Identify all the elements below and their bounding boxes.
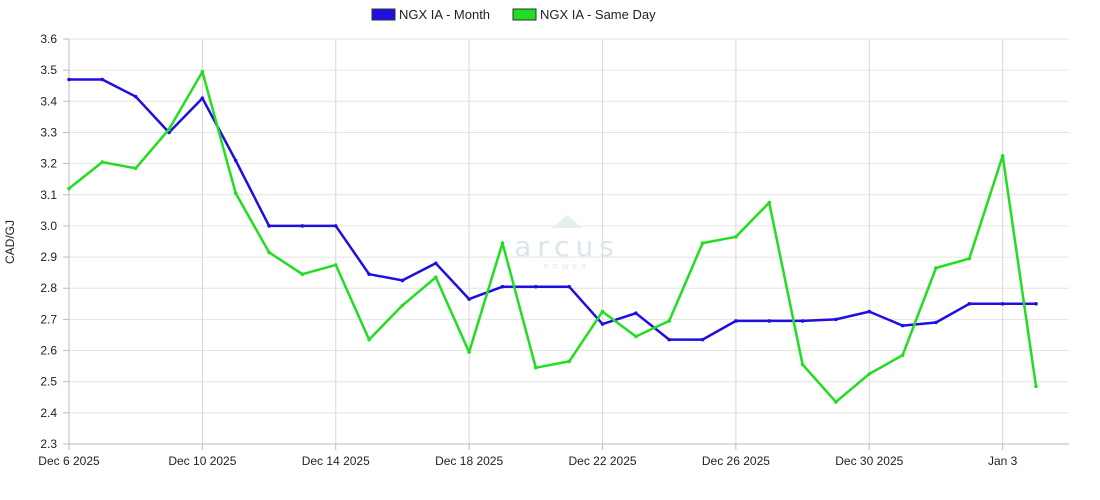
data-point-ngx-ia-month: [700, 337, 705, 342]
data-point-ngx-ia-same-day: [67, 186, 71, 191]
data-point-ngx-ia-month: [1034, 302, 1038, 306]
data-point-ngx-ia-month: [267, 224, 271, 228]
data-point-ngx-ia-same-day: [133, 166, 138, 171]
axes-layer: 2.3 2.4 2.5 2.6 2.7 2.8 2.9 3.0 3.1 3.2 3.3 3.4 3.5 3…: [38, 32, 1069, 468]
data-point-ngx-ia-month: [867, 309, 872, 314]
data-point-ngx-ia-month: [634, 311, 638, 315]
data-point-ngx-ia-month: [367, 272, 371, 277]
data-point-ngx-ia-same-day: [900, 353, 905, 358]
y-axis-title: CAD/GJ: [3, 220, 17, 264]
data-point-ngx-ia-month: [433, 261, 438, 266]
y-tick-label: 2.6: [40, 344, 57, 358]
data-point-ngx-ia-same-day: [600, 309, 605, 314]
data-point-ngx-ia-month: [767, 319, 772, 323]
watermark-sub-text: POWER: [544, 263, 590, 271]
y-tick-label: 2.7: [40, 312, 57, 326]
data-point-ngx-ia-same-day: [700, 241, 705, 245]
y-tick-label: 3.4: [40, 94, 57, 108]
legend-label: NGX IA - Month: [399, 7, 490, 22]
data-point-ngx-ia-same-day: [667, 319, 672, 323]
series-line-ngx-ia-month: [69, 78, 1036, 341]
x-tick-label: Dec 14 2025: [302, 454, 370, 468]
data-point-ngx-ia-same-day: [167, 127, 171, 132]
y-tick-label: 3.5: [40, 63, 57, 77]
data-point-ngx-ia-month: [200, 96, 205, 100]
data-point-ngx-ia-same-day: [767, 200, 772, 205]
data-point-ngx-ia-same-day: [967, 256, 972, 261]
data-point-ngx-ia-month: [834, 317, 838, 322]
x-tick-label: Jan 3: [988, 454, 1018, 468]
data-point-ngx-ia-same-day: [534, 365, 538, 370]
data-point-ngx-ia-same-day: [400, 303, 405, 308]
watermark: arcus POWER: [514, 215, 620, 271]
data-point-ngx-ia-month: [900, 323, 905, 328]
data-point-ngx-ia-same-day: [300, 272, 305, 277]
data-point-ngx-ia-month: [600, 322, 605, 326]
data-point-ngx-ia-same-day: [433, 275, 438, 280]
y-tick-label: 2.3: [40, 437, 57, 451]
watermark-mountain-icon: [552, 215, 582, 228]
legend-swatch: [512, 8, 537, 21]
data-point-ngx-ia-same-day: [634, 334, 638, 339]
data-point-ngx-ia-month: [133, 94, 138, 99]
data-point-ngx-ia-month: [967, 302, 972, 306]
watermark-logo-text: arcus: [514, 230, 620, 263]
legend-label: NGX IA - Same Day: [540, 7, 656, 22]
data-point-ngx-ia-month: [467, 297, 471, 301]
y-tick-label: 3.1: [40, 188, 57, 202]
y-tick-label: 3.2: [40, 157, 57, 171]
data-point-ngx-ia-month: [300, 224, 305, 228]
data-point-ngx-ia-month: [500, 284, 505, 289]
series-line-ngx-ia-same-day: [68, 70, 1038, 404]
data-point-ngx-ia-same-day: [1000, 154, 1005, 158]
y-tick-label: 2.4: [40, 406, 57, 420]
data-point-ngx-ia-same-day: [734, 235, 738, 239]
data-point-ngx-ia-month: [400, 278, 405, 283]
x-tick-label: Dec 6 2025: [38, 454, 100, 468]
data-point-ngx-ia-same-day: [800, 362, 805, 367]
data-point-ngx-ia-month: [800, 319, 805, 323]
data-point-ngx-ia-same-day: [333, 263, 338, 267]
y-tick-label: 3.3: [40, 125, 57, 139]
x-tick-label: Dec 22 2025: [568, 454, 636, 468]
x-tick-label: Dec 10 2025: [168, 454, 236, 468]
data-point-ngx-ia-month: [100, 77, 105, 82]
data-point-ngx-ia-same-day: [200, 69, 205, 74]
data-point-ngx-ia-same-day: [367, 337, 371, 342]
data-point-ngx-ia-same-day: [867, 372, 872, 376]
data-point-ngx-ia-month: [233, 158, 238, 163]
data-point-ngx-ia-month: [1000, 302, 1005, 306]
y-tick-label: 3.0: [40, 219, 57, 233]
legend-swatch: [371, 8, 396, 21]
data-point-ngx-ia-month: [67, 77, 71, 82]
data-point-ngx-ia-month: [734, 319, 738, 323]
y-tick-label: 2.9: [40, 250, 57, 264]
data-point-ngx-ia-same-day: [100, 160, 105, 164]
data-point-ngx-ia-month: [333, 224, 338, 228]
x-tick-label: Dec 26 2025: [702, 454, 770, 468]
data-point-ngx-ia-same-day: [267, 250, 271, 255]
data-point-ngx-ia-month: [567, 284, 571, 289]
data-point-ngx-ia-month: [667, 337, 672, 342]
y-tick-label: 2.5: [40, 375, 57, 389]
data-point-ngx-ia-same-day: [1034, 384, 1038, 389]
y-tick-label: 3.6: [40, 32, 57, 46]
data-point-ngx-ia-same-day: [500, 241, 505, 245]
data-point-ngx-ia-same-day: [567, 359, 571, 364]
data-point-ngx-ia-same-day: [934, 266, 938, 270]
data-point-ngx-ia-same-day: [834, 400, 838, 404]
x-tick-label: Dec 30 2025: [835, 454, 903, 468]
data-point-ngx-ia-same-day: [233, 191, 238, 196]
series-layer: [67, 69, 1038, 404]
data-point-ngx-ia-month: [534, 284, 538, 289]
data-point-ngx-ia-month: [934, 320, 938, 325]
data-point-ngx-ia-same-day: [467, 350, 471, 354]
legend: NGX IA - Month NGX IA - Same Day: [371, 7, 656, 22]
x-tick-label: Dec 18 2025: [435, 454, 503, 468]
y-tick-label: 2.8: [40, 281, 57, 295]
